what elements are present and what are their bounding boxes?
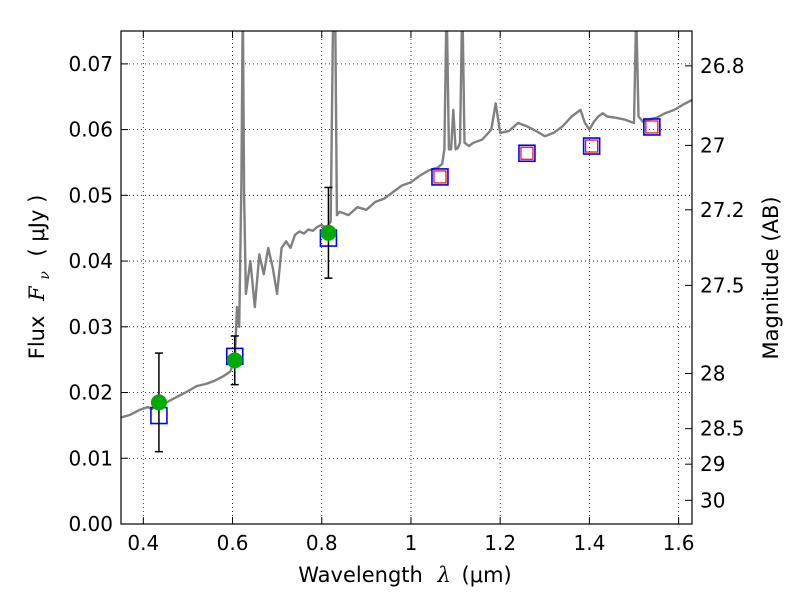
- model-squares-series: [150, 118, 661, 425]
- x-axis-label-unit: (μm): [462, 563, 512, 587]
- inner-square-marker: [645, 120, 659, 134]
- y2-tick-label: 27.5: [700, 273, 745, 297]
- x-tick-label: 1.2: [484, 531, 516, 555]
- inner-squares-series: [433, 120, 659, 184]
- inner-square-marker: [433, 170, 447, 184]
- model-square-marker: [582, 137, 601, 155]
- x-tick-label: 1.4: [573, 531, 605, 555]
- y2-axis-ticks: 26.8 27 27.2 27.5 28 28.5 29 30: [685, 54, 745, 512]
- x-axis-label-symbol: λ: [437, 563, 451, 587]
- y-tick-label: 0.04: [68, 249, 113, 273]
- y-tick-label: 0.07: [68, 52, 113, 76]
- y-tick-label: 0.06: [68, 118, 113, 142]
- spectrum-series: [121, 31, 692, 419]
- x-axis-label-text: Wavelength: [298, 563, 423, 587]
- model-square-marker: [643, 118, 661, 136]
- y-tick-label: 0.00: [68, 512, 113, 536]
- model-square-marker: [431, 168, 449, 186]
- y-axis-label-text: Flux: [25, 316, 49, 360]
- y2-tick-label: 30: [700, 488, 725, 512]
- y-tick-label: 0.02: [68, 381, 113, 405]
- plot-frame: [120, 30, 693, 525]
- y-tick-label: 0.03: [68, 315, 113, 339]
- x-tick-label: 1.6: [663, 531, 695, 555]
- observed-point: [150, 394, 167, 411]
- y2-tick-label: 27.2: [700, 198, 745, 222]
- y-axis-ticks: 0.00 0.01 0.02 0.03 0.04 0.05 0.06 0.07: [68, 52, 128, 536]
- inner-square-marker: [520, 146, 534, 160]
- y2-tick-label: 26.8: [700, 54, 745, 78]
- grid-lines: [121, 31, 692, 525]
- x-tick-label: 0.4: [127, 531, 159, 555]
- y-axis-label: Flux F ν ( μJy ): [25, 195, 54, 360]
- x-tick-label: 1: [405, 531, 418, 555]
- x-axis-ticks: 0.4 0.6 0.8 1 1.2 1.4 1.6: [127, 31, 695, 555]
- model-square-marker: [518, 144, 536, 163]
- x-axis-label: Wavelength λ (μm): [298, 563, 511, 587]
- y-axis-label-symbol: F: [25, 285, 49, 302]
- y2-axis-label: Magnitude (AB): [759, 196, 783, 359]
- y2-tick-label: 27: [700, 133, 725, 157]
- y2-tick-label: 28.5: [700, 417, 745, 441]
- observed-series: [150, 186, 337, 453]
- y2-tick-label: 28: [700, 361, 725, 385]
- y-tick-label: 0.05: [68, 183, 113, 207]
- observed-point: [226, 352, 243, 369]
- x-tick-label: 0.6: [217, 531, 249, 555]
- spectrum-line: [121, 31, 692, 419]
- y-axis-label-unit: ( μJy ): [25, 195, 49, 257]
- inner-square-marker: [585, 139, 599, 153]
- x-tick-label: 0.8: [306, 531, 338, 555]
- y2-tick-label: 29: [700, 452, 725, 476]
- observed-point: [320, 224, 337, 241]
- y-tick-label: 0.01: [68, 446, 113, 470]
- y-axis-label-subscript: ν: [37, 271, 53, 280]
